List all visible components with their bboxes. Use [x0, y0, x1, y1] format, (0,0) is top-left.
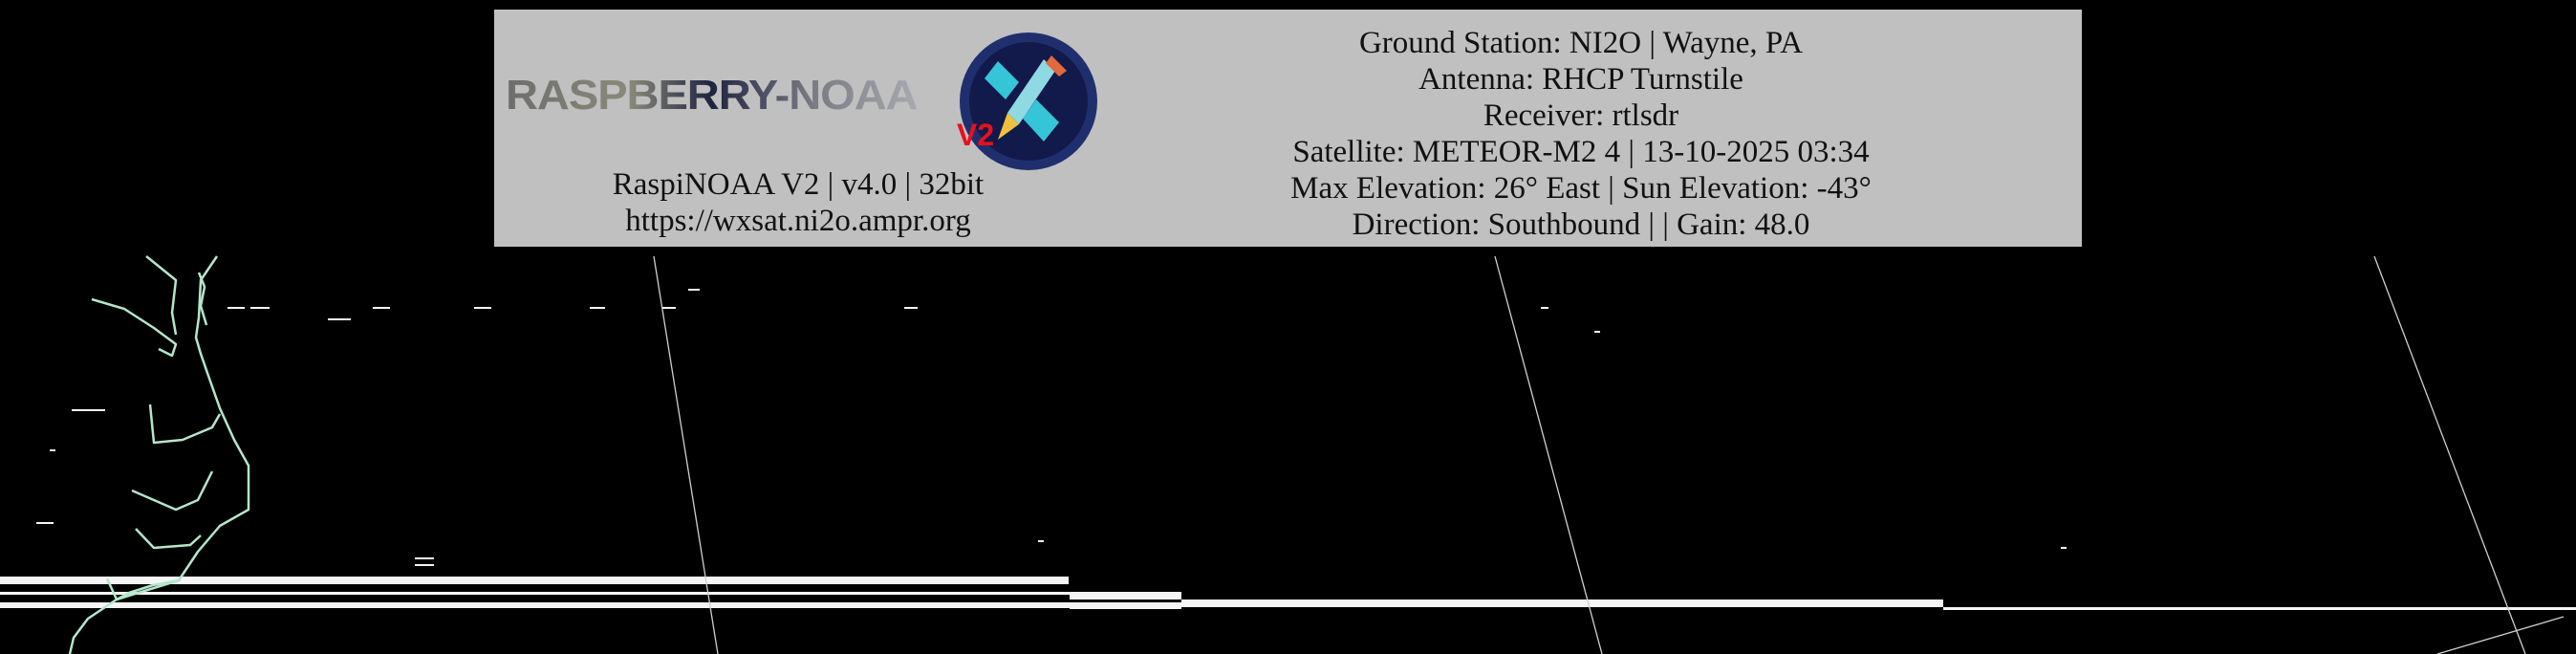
software-version: RaspiNOAA V2 | v4.0 | 32bit — [612, 167, 985, 202]
logo-text: RASPBERRY-NOAA — [506, 72, 919, 119]
noise-bands — [0, 289, 2576, 610]
elevation: Max Elevation: 26° East | Sun Elevation:… — [1290, 171, 1872, 206]
direction-gain: Direction: Southbound | | Gain: 48.0 — [1352, 207, 1810, 242]
raspberry-noaa-logo: RASPBERRY-NOAA V2 — [506, 19, 1097, 172]
station-url: https://wxsat.ni2o.ampr.org — [625, 204, 971, 238]
satellite-icon — [960, 33, 1097, 170]
software-info: RaspiNOAA V2 | v4.0 | 32bit https://wxsa… — [494, 166, 1102, 239]
lat-lon-grid — [653, 255, 2565, 654]
pass-info-header: RASPBERRY-NOAA V2 RaspiNOAA V2 | v4.0 | … — [494, 10, 2082, 247]
coastline — [68, 255, 250, 654]
satellite-and-time: Satellite: METEOR-M2 4 | 13-10-2025 03:3… — [1292, 135, 1870, 169]
receiver: Receiver: rtlsdr — [1483, 98, 1679, 133]
logo-version-mark: V2 — [957, 118, 995, 152]
antenna: Antenna: RHCP Turnstile — [1418, 62, 1743, 97]
pass-details: Ground Station: NI2O | Wayne, PA Antenna… — [1102, 25, 2060, 243]
ground-station: Ground Station: NI2O | Wayne, PA — [1358, 26, 1804, 60]
